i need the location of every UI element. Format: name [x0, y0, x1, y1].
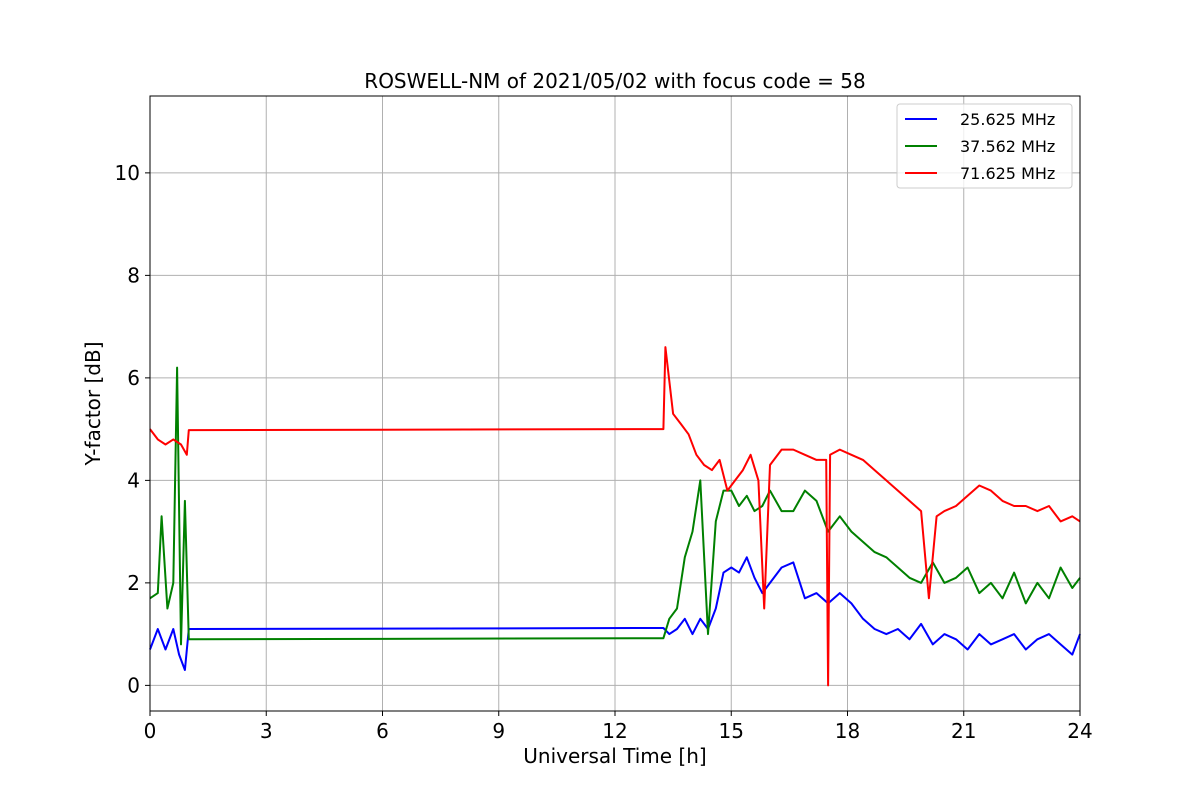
y-tick-label: 8 — [127, 263, 140, 287]
x-tick-label: 21 — [951, 719, 976, 743]
legend-entry-label: 71.625 MHz — [960, 164, 1055, 183]
x-tick-label: 24 — [1067, 719, 1092, 743]
x-tick-label: 15 — [719, 719, 744, 743]
legend-box — [896, 103, 1073, 189]
x-tick-label: 0 — [144, 719, 157, 743]
x-tick-label: 3 — [260, 719, 273, 743]
y-tick-label: 6 — [127, 366, 140, 390]
plot-lines — [149, 346, 1081, 687]
y-tick-label: 10 — [115, 161, 140, 185]
y-axis-label: Y-factor [dB] — [81, 341, 105, 466]
y-tick-label: 4 — [127, 468, 140, 492]
x-axis-label: Universal Time [h] — [523, 744, 706, 768]
legend: 25.625 MHz 37.562 MHz 71.625 MHz — [896, 103, 1073, 189]
x-tick-label: 6 — [376, 719, 389, 743]
x-tick-label: 12 — [602, 719, 627, 743]
series-line-3 — [149, 346, 1081, 687]
y-tick-label: 2 — [127, 571, 140, 595]
x-tick-label: 18 — [835, 719, 860, 743]
legend-entry-label: 37.562 MHz — [960, 137, 1055, 156]
series-line-2 — [149, 366, 1081, 646]
legend-entry-label: 25.625 MHz — [960, 110, 1055, 129]
x-tick-label: 9 — [492, 719, 505, 743]
y-tick-label: 0 — [127, 673, 140, 697]
chart-title: ROSWELL-NM of 2021/05/02 with focus code… — [364, 69, 865, 93]
series-line-1 — [149, 556, 1081, 671]
